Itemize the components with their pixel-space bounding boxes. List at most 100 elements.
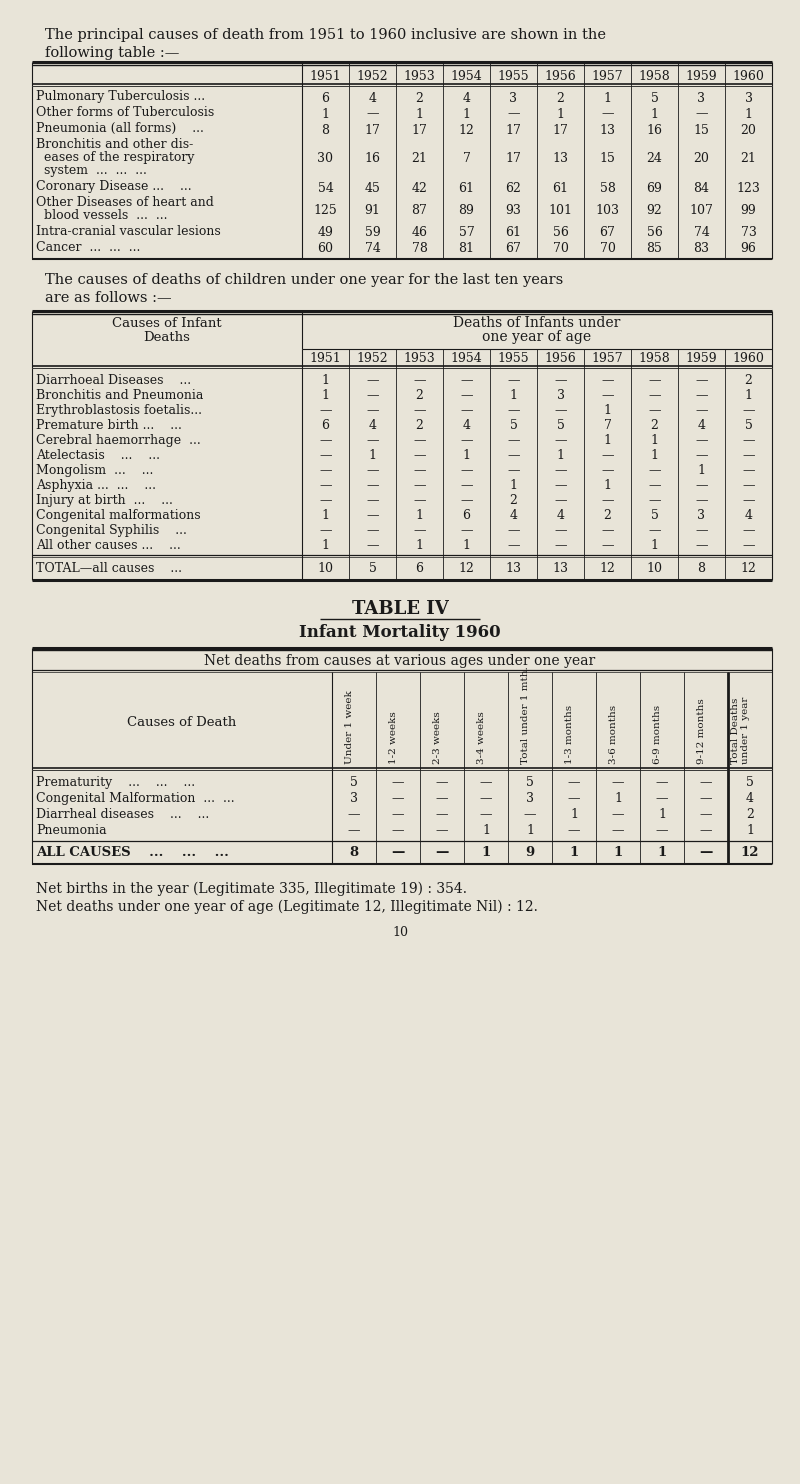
Text: Congenital malformations: Congenital malformations [36,509,201,522]
Text: Net births in the year (Legitimate 335, Illegitimate 19) : 354.: Net births in the year (Legitimate 335, … [36,881,467,896]
Text: —: — [366,539,378,552]
Text: 8: 8 [322,123,330,137]
Text: —: — [414,433,426,447]
Text: 21: 21 [741,153,757,166]
Text: 12: 12 [458,562,474,574]
Text: 1: 1 [415,107,423,120]
Text: 6: 6 [415,562,423,574]
Text: —: — [554,464,566,476]
Text: 5: 5 [350,776,358,789]
Text: 5: 5 [526,776,534,789]
Text: —: — [319,404,332,417]
Text: —: — [392,807,404,821]
Text: —: — [460,464,473,476]
Text: 85: 85 [646,242,662,255]
Text: 1: 1 [322,539,330,552]
Text: 1955: 1955 [498,352,530,365]
Text: Cerebral haemorrhage  ...: Cerebral haemorrhage ... [36,433,201,447]
Text: 69: 69 [646,181,662,194]
Text: —: — [366,494,378,508]
Text: 45: 45 [365,181,381,194]
Text: 2: 2 [415,418,423,432]
Text: —: — [414,479,426,493]
Text: Asphyxia ...  ...    ...: Asphyxia ... ... ... [36,479,156,493]
Text: 3-4 weeks: 3-4 weeks [477,711,486,764]
Text: TABLE IV: TABLE IV [352,600,448,617]
Text: 15: 15 [694,123,710,137]
Text: —: — [554,374,566,387]
Text: Infant Mortality 1960: Infant Mortality 1960 [299,623,501,641]
Text: 17: 17 [553,123,569,137]
Text: 2: 2 [650,418,658,432]
Text: —: — [319,464,332,476]
Text: —: — [695,374,708,387]
Text: —: — [507,107,520,120]
Text: 4: 4 [369,92,377,104]
Text: The principal causes of death from 1951 to 1960 inclusive are shown in the: The principal causes of death from 1951 … [45,28,606,42]
Text: —: — [435,846,449,859]
Text: —: — [480,792,492,804]
Text: —: — [612,776,624,789]
Text: —: — [366,524,378,537]
Text: 20: 20 [741,123,757,137]
Text: —: — [648,404,661,417]
Text: Intra-cranial vascular lesions: Intra-cranial vascular lesions [36,226,221,237]
Text: 12: 12 [599,562,615,574]
Text: 1953: 1953 [404,70,435,83]
Text: 5: 5 [746,776,754,789]
Text: 1: 1 [650,450,658,462]
Text: —: — [507,524,520,537]
Text: 57: 57 [458,227,474,239]
Text: —: — [436,824,448,837]
Text: —: — [695,404,708,417]
Text: 93: 93 [506,203,522,217]
Text: 1: 1 [557,107,565,120]
Text: 74: 74 [694,227,710,239]
Text: 1: 1 [462,539,470,552]
Text: —: — [436,776,448,789]
Text: —: — [366,404,378,417]
Text: —: — [480,776,492,789]
Text: 1: 1 [698,464,706,476]
Text: 1960: 1960 [733,70,765,83]
Text: —: — [648,464,661,476]
Text: —: — [507,374,520,387]
Text: 1: 1 [557,450,565,462]
Text: —: — [648,494,661,508]
Text: 12: 12 [741,562,757,574]
Text: 4: 4 [462,418,470,432]
Text: —: — [392,776,404,789]
Text: 1: 1 [322,374,330,387]
Text: —: — [414,524,426,537]
Text: —: — [602,389,614,402]
Text: 99: 99 [741,203,756,217]
Text: All other causes ...    ...: All other causes ... ... [36,539,181,552]
Text: —: — [695,450,708,462]
Text: 1: 1 [614,846,622,859]
Text: Pneumonia (all forms)    ...: Pneumonia (all forms) ... [36,122,204,135]
Text: 1: 1 [650,539,658,552]
Text: —: — [554,479,566,493]
Text: 1953: 1953 [404,352,435,365]
Text: 1: 1 [322,107,330,120]
Text: —: — [612,807,624,821]
Text: 5: 5 [369,562,377,574]
Text: —: — [554,433,566,447]
Text: 87: 87 [411,203,427,217]
Text: The causes of deaths of children under one year for the last ten years: The causes of deaths of children under o… [45,273,563,286]
Text: —: — [460,479,473,493]
Text: —: — [742,494,754,508]
Text: Deaths of Infants under: Deaths of Infants under [454,316,621,329]
Text: —: — [366,389,378,402]
Text: —: — [656,824,668,837]
Text: 103: 103 [595,203,619,217]
Text: —: — [348,824,360,837]
Text: —: — [507,450,520,462]
Text: 1952: 1952 [357,70,388,83]
Text: Mongolism  ...    ...: Mongolism ... ... [36,464,154,476]
Text: 1956: 1956 [545,352,576,365]
Text: 2: 2 [745,374,753,387]
Text: Cancer  ...  ...  ...: Cancer ... ... ... [36,240,140,254]
Text: 6: 6 [462,509,470,522]
Text: —: — [319,433,332,447]
